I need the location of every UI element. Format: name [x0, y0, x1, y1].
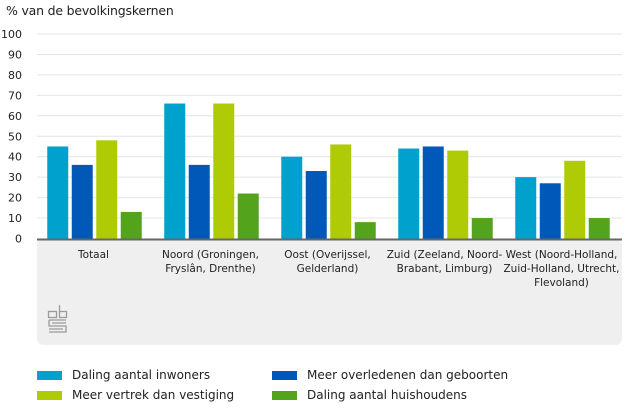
- bar-daling-aantal-inwoners-2: [281, 156, 303, 239]
- y-tick-label: 20: [8, 192, 22, 205]
- category-label-background: [37, 239, 622, 345]
- y-tick-label: 90: [8, 48, 22, 61]
- y-tick-label: 100: [1, 28, 22, 41]
- category-labels: Totaal Noord (Groningen, Fryslân, Drenthe)…: [77, 249, 620, 289]
- bar-daling-aantal-inwoners-4: [515, 177, 537, 239]
- bar-daling-aantal-inwoners-3: [398, 148, 420, 239]
- category-label: Totaal: [77, 249, 109, 261]
- bar-meer-overledenen-dan-geboorten-2: [305, 171, 327, 239]
- y-tick-label: 0: [15, 233, 22, 246]
- bar-meer-vertrek-dan-vestiging-4: [564, 160, 586, 239]
- bar-meer-vertrek-dan-vestiging-3: [447, 150, 469, 239]
- y-tick-label: 80: [8, 69, 22, 82]
- bar-meer-vertrek-dan-vestiging-0: [96, 140, 118, 239]
- category-label: Zuid-Holland, Utrecht,: [503, 263, 619, 275]
- bar-daling-aantal-huishoudens-3: [471, 218, 493, 239]
- bar-meer-overledenen-dan-geboorten-3: [422, 146, 444, 239]
- category-label: Oost (Overijssel,: [284, 249, 370, 261]
- y-tick-label: 40: [8, 151, 22, 164]
- bar-daling-aantal-huishoudens-0: [120, 211, 142, 239]
- bar-meer-overledenen-dan-geboorten-4: [539, 183, 561, 239]
- bar-meer-overledenen-dan-geboorten-1: [188, 164, 210, 239]
- bar-daling-aantal-inwoners-1: [164, 103, 186, 239]
- y-tick-label: 30: [8, 171, 22, 184]
- category-label: Flevoland): [534, 277, 589, 289]
- category-label: Fryslân, Drenthe): [165, 263, 256, 275]
- bar-meer-vertrek-dan-vestiging-2: [330, 144, 352, 239]
- category-label: Gelderland): [297, 263, 359, 275]
- category-label: Noord (Groningen,: [162, 249, 259, 261]
- bar-daling-aantal-huishoudens-4: [588, 218, 610, 239]
- category-label: Zuid (Zeeland, Noord-: [387, 249, 503, 261]
- bar-daling-aantal-huishoudens-1: [237, 193, 259, 239]
- bar-daling-aantal-huishoudens-2: [354, 222, 376, 239]
- bar-daling-aantal-inwoners-0: [47, 146, 69, 239]
- category-label: West (Noord-Holland,: [506, 249, 618, 261]
- y-axis-ticks: 0 10 20 30 40 50 60 70 80 90 100: [1, 28, 22, 246]
- cbs-logo-icon: [47, 305, 68, 333]
- y-axis-title: % van de bevolkingskernen: [6, 3, 174, 18]
- bars: [47, 103, 610, 239]
- y-tick-label: 50: [8, 130, 22, 143]
- y-tick-label: 70: [8, 89, 22, 102]
- y-tick-label: 60: [8, 110, 22, 123]
- y-tick-label: 10: [8, 212, 22, 225]
- category-label: Brabant, Limburg): [397, 263, 493, 275]
- bar-meer-overledenen-dan-geboorten-0: [71, 164, 93, 239]
- bar-meer-vertrek-dan-vestiging-1: [213, 103, 235, 239]
